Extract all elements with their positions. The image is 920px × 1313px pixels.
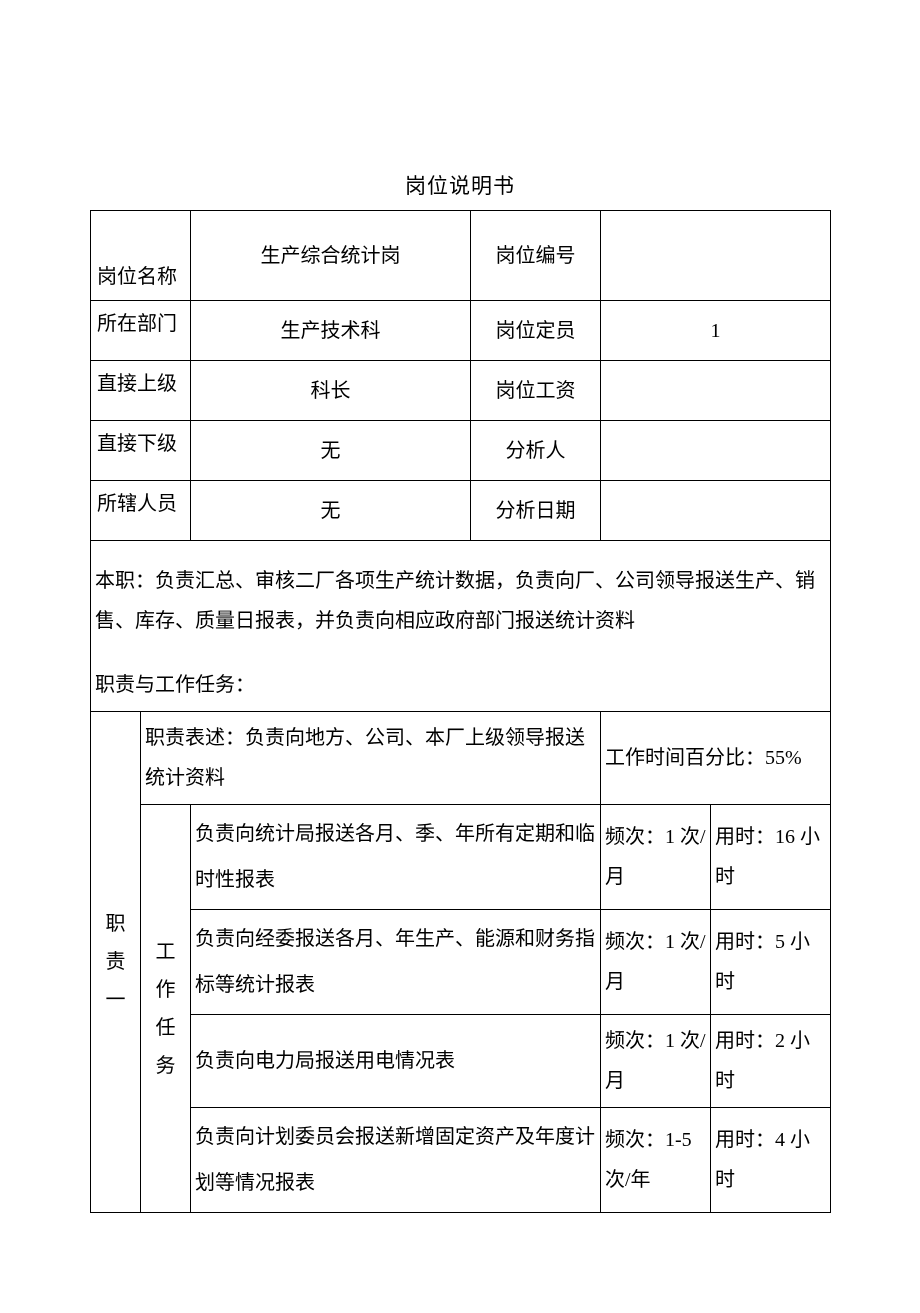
task3-desc: 负责向计划委员会报送新增固定资产及年度计划等情况报表: [191, 1108, 601, 1213]
value-salary: [601, 361, 831, 421]
header-row-2: 直接上级 科长 岗位工资: [91, 361, 831, 421]
value-position-name: 生产综合统计岗: [191, 211, 471, 301]
main-duty-row: 本职：负责汇总、审核二厂各项生产统计数据，负责向厂、公司领导报送生产、销售、库存…: [91, 541, 831, 648]
main-duty-text: 本职：负责汇总、审核二厂各项生产统计数据，负责向厂、公司领导报送生产、销售、库存…: [91, 541, 831, 648]
task0-time: 用时：16 小时: [711, 805, 831, 910]
task1-time: 用时：5 小时: [711, 910, 831, 1015]
label-supervisor: 直接上级: [91, 361, 191, 421]
header-row-1: 所在部门 生产技术科 岗位定员 1: [91, 301, 831, 361]
duty1-task-row-0: 工作任务 负责向统计局报送各月、季、年所有定期和临时性报表 频次：1 次/月 用…: [91, 805, 831, 910]
duty1-vlabel: 职责一: [91, 712, 141, 1213]
label-department: 所在部门: [91, 301, 191, 361]
task1-freq: 频次：1 次/月: [601, 910, 711, 1015]
task3-freq: 频次：1-5 次/年: [601, 1108, 711, 1213]
value-headcount: 1: [601, 301, 831, 361]
duty1-tasks-label: 工作任务: [141, 805, 191, 1213]
duty1-task-row-2: 负责向电力局报送用电情况表 频次：1 次/月 用时：2 小时: [91, 1015, 831, 1108]
document-title: 岗位说明书: [90, 170, 830, 200]
label-analyst: 分析人: [471, 421, 601, 481]
value-department: 生产技术科: [191, 301, 471, 361]
job-description-table: 岗位名称 生产综合统计岗 岗位编号 所在部门 生产技术科 岗位定员 1 直接上级…: [90, 210, 831, 1213]
label-salary: 岗位工资: [471, 361, 601, 421]
value-subordinate: 无: [191, 421, 471, 481]
value-analysis-date: [601, 481, 831, 541]
duty1-time-pct: 工作时间百分比：55%: [601, 712, 831, 805]
duty1-desc: 职责表述：负责向地方、公司、本厂上级领导报送统计资料: [141, 712, 601, 805]
duties-title-row: 职责与工作任务：: [91, 647, 831, 712]
label-headcount: 岗位定员: [471, 301, 601, 361]
task2-freq: 频次：1 次/月: [601, 1015, 711, 1108]
value-supervisor: 科长: [191, 361, 471, 421]
value-jurisdiction: 无: [191, 481, 471, 541]
label-subordinate: 直接下级: [91, 421, 191, 481]
task2-desc: 负责向电力局报送用电情况表: [191, 1015, 601, 1108]
duty1-task-row-1: 负责向经委报送各月、年生产、能源和财务指标等统计报表 频次：1 次/月 用时：5…: [91, 910, 831, 1015]
duty1-task-row-3: 负责向计划委员会报送新增固定资产及年度计划等情况报表 频次：1-5 次/年 用时…: [91, 1108, 831, 1213]
duties-title: 职责与工作任务：: [91, 647, 831, 712]
label-jurisdiction: 所辖人员: [91, 481, 191, 541]
duty1-desc-row: 职责一 职责表述：负责向地方、公司、本厂上级领导报送统计资料 工作时间百分比：5…: [91, 712, 831, 805]
header-row-4: 所辖人员 无 分析日期: [91, 481, 831, 541]
header-row-3: 直接下级 无 分析人: [91, 421, 831, 481]
task3-time: 用时：4 小时: [711, 1108, 831, 1213]
task0-freq: 频次：1 次/月: [601, 805, 711, 910]
header-row-0: 岗位名称 生产综合统计岗 岗位编号: [91, 211, 831, 301]
task1-desc: 负责向经委报送各月、年生产、能源和财务指标等统计报表: [191, 910, 601, 1015]
task0-desc: 负责向统计局报送各月、季、年所有定期和临时性报表: [191, 805, 601, 910]
value-analyst: [601, 421, 831, 481]
label-position-name: 岗位名称: [91, 211, 191, 301]
task2-time: 用时：2 小时: [711, 1015, 831, 1108]
label-position-no: 岗位编号: [471, 211, 601, 301]
label-analysis-date: 分析日期: [471, 481, 601, 541]
value-position-no: [601, 211, 831, 301]
